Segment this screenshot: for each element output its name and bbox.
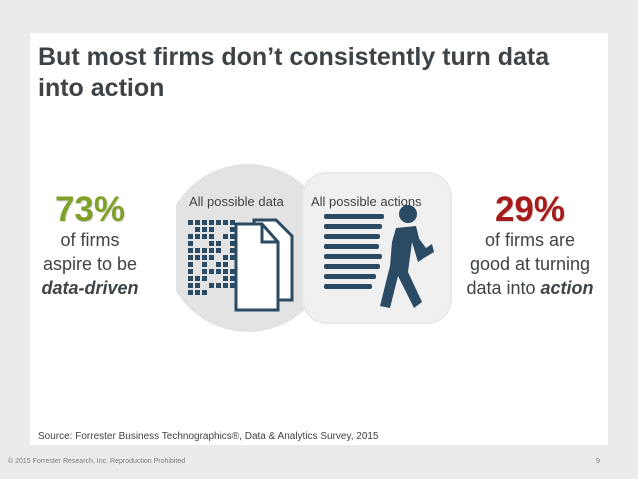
data-pixel (209, 283, 214, 288)
data-pixel (223, 283, 228, 288)
left-stat-value: 73% (54, 190, 126, 229)
venn-diagram (176, 164, 452, 332)
data-pixel (202, 262, 207, 267)
data-pixel (209, 220, 214, 225)
data-pixel (195, 255, 200, 260)
data-pixel (230, 227, 235, 232)
source-note: Source: Forrester Business Technographic… (38, 431, 379, 442)
venn-right-label: All possible actions (311, 194, 422, 209)
data-pixel (209, 269, 214, 274)
data-pixel (195, 276, 200, 281)
right-stat-line1: of firms are (484, 230, 576, 250)
left-stat-emphasis: data-driven (41, 278, 139, 298)
data-pixel (195, 227, 200, 232)
data-pixel (188, 248, 193, 253)
right-stat-line3-prefix: data into (466, 278, 541, 298)
data-pixel (230, 276, 235, 281)
right-stat-emphasis: action (540, 278, 594, 298)
data-pixel (209, 241, 214, 246)
copyright-footer: © 2015 Forrester Research, Inc. Reproduc… (8, 458, 186, 465)
data-pixel (209, 255, 214, 260)
data-pixel (195, 220, 200, 225)
page-number: 9 (596, 458, 600, 465)
right-stat-value: 29% (494, 190, 566, 229)
venn-left-label: All possible data (189, 194, 284, 209)
data-pixel (188, 234, 193, 239)
data-pixel (195, 248, 200, 253)
data-pixel (188, 276, 193, 281)
data-pixel (223, 269, 228, 274)
data-pixel (202, 248, 207, 253)
data-pixel (209, 227, 214, 232)
right-stat-line2: good at turning (469, 254, 591, 274)
data-pixel (188, 220, 193, 225)
right-stat-desc: of firms are good at turning data into a… (450, 228, 610, 300)
data-pixel (195, 234, 200, 239)
data-pixel (202, 276, 207, 281)
data-pixel (216, 262, 221, 267)
data-pixel (202, 220, 207, 225)
slide-title: But most firms don’t consistently turn d… (38, 43, 550, 102)
data-pixel (223, 262, 228, 267)
data-pixel (230, 269, 235, 274)
data-pixel (188, 241, 193, 246)
data-pixel (188, 255, 193, 260)
data-pixel (209, 248, 214, 253)
running-person-icon (324, 205, 434, 308)
right-stat: 29% of firms are good at turning data in… (450, 190, 610, 300)
data-pixel (223, 255, 228, 260)
data-pixel (209, 234, 214, 239)
left-stat-desc: of firms aspire to be data-driven (20, 228, 160, 300)
left-stat: 73% of firms aspire to be data-driven (20, 190, 160, 300)
data-pixel (202, 255, 207, 260)
data-pixel (188, 262, 193, 267)
data-pixel (202, 290, 207, 295)
data-pixel (188, 283, 193, 288)
data-pixel (202, 269, 207, 274)
left-stat-line1: of firms (60, 230, 120, 250)
data-pixel (223, 220, 228, 225)
data-pixel (230, 241, 235, 246)
data-pixel (230, 220, 235, 225)
data-pixel (202, 234, 207, 239)
data-pixel (188, 269, 193, 274)
data-pixel (195, 290, 200, 295)
data-pixel (216, 241, 221, 246)
document-data-icon (188, 218, 294, 312)
data-pixel (230, 248, 235, 253)
data-pixel (223, 276, 228, 281)
data-pixel (223, 234, 228, 239)
data-pixel (216, 248, 221, 253)
data-pixel (202, 227, 207, 232)
data-pixel (230, 283, 235, 288)
data-pixel (216, 283, 221, 288)
data-pixel (230, 234, 235, 239)
data-pixel (195, 283, 200, 288)
data-pixel (188, 290, 193, 295)
data-pixel (216, 269, 221, 274)
data-pixel (230, 255, 235, 260)
data-pixel (216, 220, 221, 225)
left-stat-line2: aspire to be (42, 254, 138, 274)
